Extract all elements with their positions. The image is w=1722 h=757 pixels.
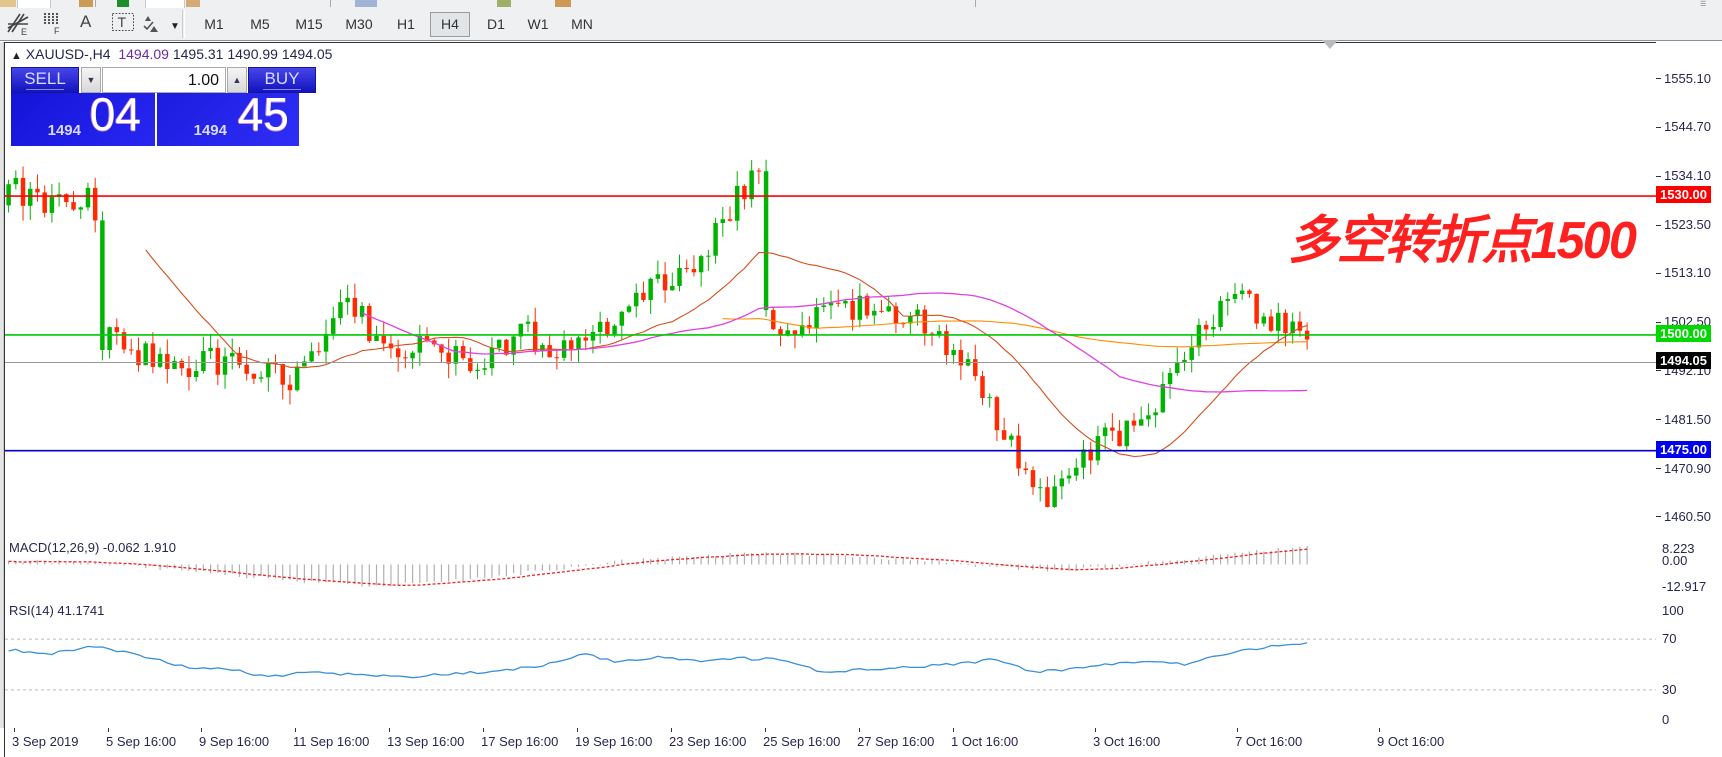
svg-text:E: E <box>21 27 27 36</box>
svg-text:F: F <box>54 26 60 36</box>
svg-text:T: T <box>118 14 127 30</box>
